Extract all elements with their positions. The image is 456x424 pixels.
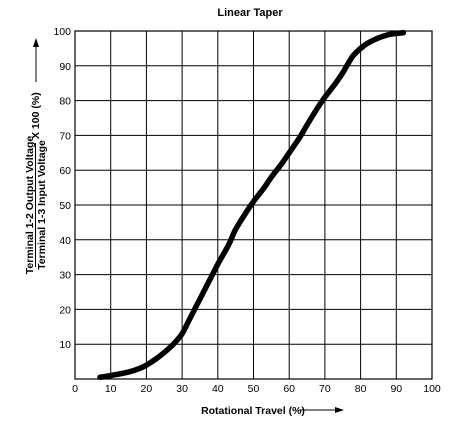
y-tick-label-40: 40	[59, 235, 71, 247]
x-axis-label: Rotational Travel (%)	[201, 405, 305, 417]
y-tick-label-50: 50	[59, 200, 71, 212]
y-axis-label-numerator: Terminal 1-2 Output Voltage	[24, 136, 36, 275]
x-tick-label-90: 90	[390, 383, 402, 395]
chart-title: Linear Taper	[217, 7, 283, 19]
x-tick-label-50: 50	[248, 383, 260, 395]
x-tick-label-60: 60	[283, 383, 295, 395]
x-tick-label-70: 70	[319, 383, 331, 395]
x-tick-label-100: 100	[423, 383, 441, 395]
y-axis-label-denominator: Terminal 1-3 Input Voltage	[36, 140, 48, 270]
x-tick-label-10: 10	[105, 383, 117, 395]
y-tick-label-90: 90	[59, 61, 71, 73]
plot-frame	[74, 30, 433, 380]
y-tick-label-10: 10	[59, 339, 71, 351]
x-tick-label-0: 0	[72, 383, 78, 395]
x-tick-label-20: 20	[141, 383, 153, 395]
series-line	[97, 29, 407, 381]
y-axis-label-suffix: X 100 (%)	[30, 92, 42, 139]
x-axis-arrowhead-icon	[335, 407, 344, 413]
x-tick-label-40: 40	[212, 383, 224, 395]
y-axis-arrowhead-icon	[33, 38, 39, 47]
y-tick-label-70: 70	[59, 130, 71, 142]
y-tick-label-20: 20	[59, 304, 71, 316]
y-axis-label: Terminal 1-2 Output Voltage Terminal 1-3…	[24, 38, 48, 274]
tick-labels: 0 10 20 30 40 50 60 70 80 90 100 10 20 30 40 50 60 70 80 90…	[53, 26, 440, 395]
y-tick-label-60: 60	[59, 165, 71, 177]
x-tick-label-30: 30	[176, 383, 188, 395]
y-tick-label-80: 80	[59, 96, 71, 108]
x-tick-label-80: 80	[355, 383, 367, 395]
y-tick-label-100: 100	[53, 26, 71, 38]
y-tick-label-30: 30	[59, 270, 71, 282]
